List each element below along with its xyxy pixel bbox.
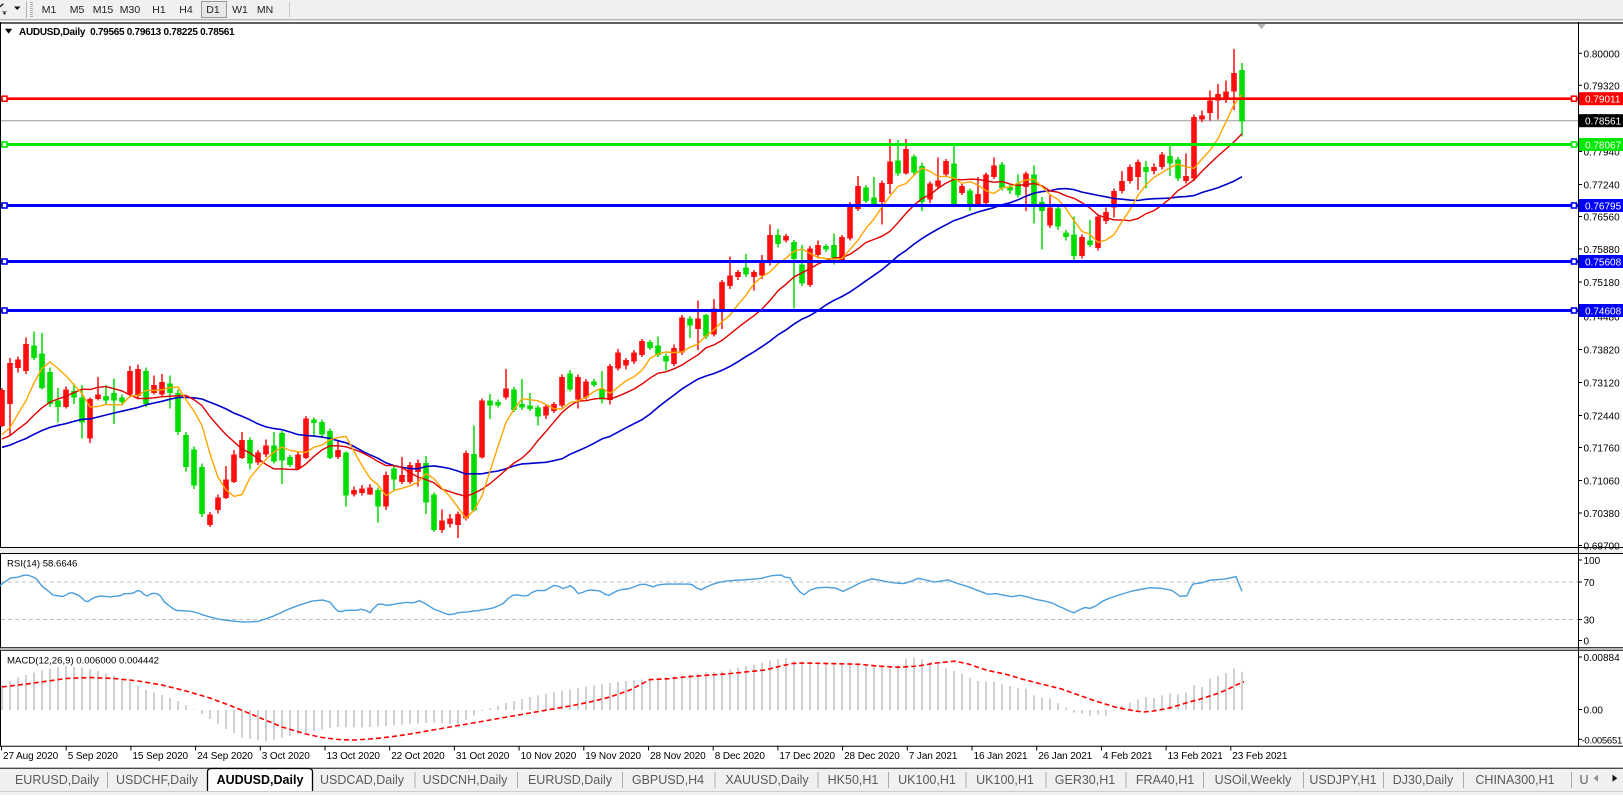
svg-text:19 Nov 2020: 19 Nov 2020 (585, 751, 641, 762)
svg-text:DJ30,Daily: DJ30,Daily (1393, 773, 1454, 787)
svg-text:0.79320: 0.79320 (1584, 81, 1621, 92)
svg-text:0.73820: 0.73820 (1584, 346, 1621, 357)
svg-text:24 Sep 2020: 24 Sep 2020 (197, 751, 253, 762)
svg-text:USDCAD,Daily: USDCAD,Daily (320, 773, 405, 787)
svg-text:15 Sep 2020: 15 Sep 2020 (132, 751, 188, 762)
svg-text:EURUSD,Daily: EURUSD,Daily (15, 773, 100, 787)
svg-text:CHINA300,H1: CHINA300,H1 (1475, 773, 1554, 787)
svg-text:UK100,H1: UK100,H1 (976, 773, 1034, 787)
svg-text:D1: D1 (206, 4, 220, 16)
svg-text:0.76795: 0.76795 (1585, 202, 1622, 213)
svg-text:0.74480: 0.74480 (1584, 313, 1621, 324)
svg-text:M1: M1 (42, 4, 57, 16)
svg-text:8 Dec 2020: 8 Dec 2020 (715, 751, 766, 762)
svg-text:GER30,H1: GER30,H1 (1055, 773, 1115, 787)
svg-text:5 Sep 2020: 5 Sep 2020 (68, 751, 119, 762)
svg-text:W1: W1 (232, 4, 248, 16)
svg-text:10 Nov 2020: 10 Nov 2020 (521, 751, 577, 762)
svg-text:EURUSD,Daily: EURUSD,Daily (528, 773, 613, 787)
svg-text:0.75180: 0.75180 (1584, 278, 1621, 289)
svg-text:27 Aug 2020: 27 Aug 2020 (3, 751, 59, 762)
svg-text:USOil,Weekly: USOil,Weekly (1215, 773, 1293, 787)
svg-text:FRA40,H1: FRA40,H1 (1136, 773, 1194, 787)
svg-text:23 Feb 2021: 23 Feb 2021 (1232, 751, 1288, 762)
svg-text:4 Feb 2021: 4 Feb 2021 (1103, 751, 1153, 762)
svg-text:28 Dec 2020: 28 Dec 2020 (844, 751, 900, 762)
svg-text:0.74608: 0.74608 (1585, 307, 1622, 318)
svg-text:RSI(14) 58.6646: RSI(14) 58.6646 (7, 559, 77, 570)
svg-text:0.80000: 0.80000 (1584, 49, 1621, 60)
svg-text:16 Jan 2021: 16 Jan 2021 (974, 751, 1028, 762)
svg-text:22 Oct 2020: 22 Oct 2020 (391, 751, 445, 762)
svg-text:30: 30 (1584, 616, 1596, 627)
svg-text:UK100,H1: UK100,H1 (898, 773, 956, 787)
svg-text:U: U (1579, 773, 1588, 787)
svg-text:17 Dec 2020: 17 Dec 2020 (779, 751, 835, 762)
svg-text:0.00: 0.00 (1584, 706, 1604, 717)
svg-text:0.79011: 0.79011 (1585, 95, 1621, 106)
svg-text:28 Nov 2020: 28 Nov 2020 (650, 751, 706, 762)
svg-text:USDJPY,H1: USDJPY,H1 (1309, 773, 1376, 787)
svg-text:7 Jan 2021: 7 Jan 2021 (909, 751, 958, 762)
svg-text:26 Jan 2021: 26 Jan 2021 (1038, 751, 1092, 762)
svg-text:0.69700: 0.69700 (1584, 542, 1621, 553)
svg-text:M15: M15 (93, 4, 114, 16)
svg-text:0.00884: 0.00884 (1584, 653, 1621, 664)
svg-text:USDCNH,Daily: USDCNH,Daily (423, 773, 508, 787)
svg-text:AUDUSD,Daily: AUDUSD,Daily (217, 773, 304, 787)
svg-text:0.77940: 0.77940 (1584, 148, 1621, 159)
svg-text:USDCHF,Daily: USDCHF,Daily (116, 773, 199, 787)
svg-text:HK50,H1: HK50,H1 (828, 773, 879, 787)
svg-text:0.71060: 0.71060 (1584, 477, 1621, 488)
svg-text:M30: M30 (120, 4, 141, 16)
svg-text:M5: M5 (70, 4, 85, 16)
svg-text:MACD(12,26,9) 0.006000 0.00444: MACD(12,26,9) 0.006000 0.004442 (7, 656, 159, 667)
svg-text:MN: MN (257, 4, 273, 16)
svg-text:GBPUSD,H4: GBPUSD,H4 (632, 773, 704, 787)
svg-text:0.75608: 0.75608 (1585, 258, 1622, 269)
svg-text:0.77240: 0.77240 (1584, 181, 1621, 192)
svg-text:H4: H4 (179, 4, 193, 16)
svg-text:-0.005651: -0.005651 (1582, 735, 1623, 746)
svg-text:0.78561: 0.78561 (1585, 117, 1622, 128)
svg-text:13 Feb 2021: 13 Feb 2021 (1168, 751, 1224, 762)
svg-text:0.76560: 0.76560 (1584, 213, 1621, 224)
svg-text:100: 100 (1584, 556, 1601, 567)
svg-text:0.75880: 0.75880 (1584, 245, 1621, 256)
svg-text:0.71760: 0.71760 (1584, 444, 1621, 455)
svg-text:H1: H1 (152, 4, 166, 16)
svg-text:3 Oct 2020: 3 Oct 2020 (262, 751, 310, 762)
svg-text:0: 0 (1584, 637, 1590, 648)
svg-text:0.78067: 0.78067 (1585, 141, 1622, 152)
svg-text:AUDUSD,Daily 0.79565 0.79613: AUDUSD,Daily 0.79565 0.79613 0.78225 0.7… (19, 27, 235, 38)
svg-text:70: 70 (1584, 578, 1596, 589)
svg-text:13 Oct 2020: 13 Oct 2020 (327, 751, 381, 762)
svg-text:0.70380: 0.70380 (1584, 509, 1621, 520)
svg-text:XAUUSD,Daily: XAUUSD,Daily (725, 773, 809, 787)
svg-text:31 Oct 2020: 31 Oct 2020 (456, 751, 510, 762)
svg-text:0.72440: 0.72440 (1584, 412, 1621, 423)
svg-text:0.73120: 0.73120 (1584, 379, 1621, 390)
